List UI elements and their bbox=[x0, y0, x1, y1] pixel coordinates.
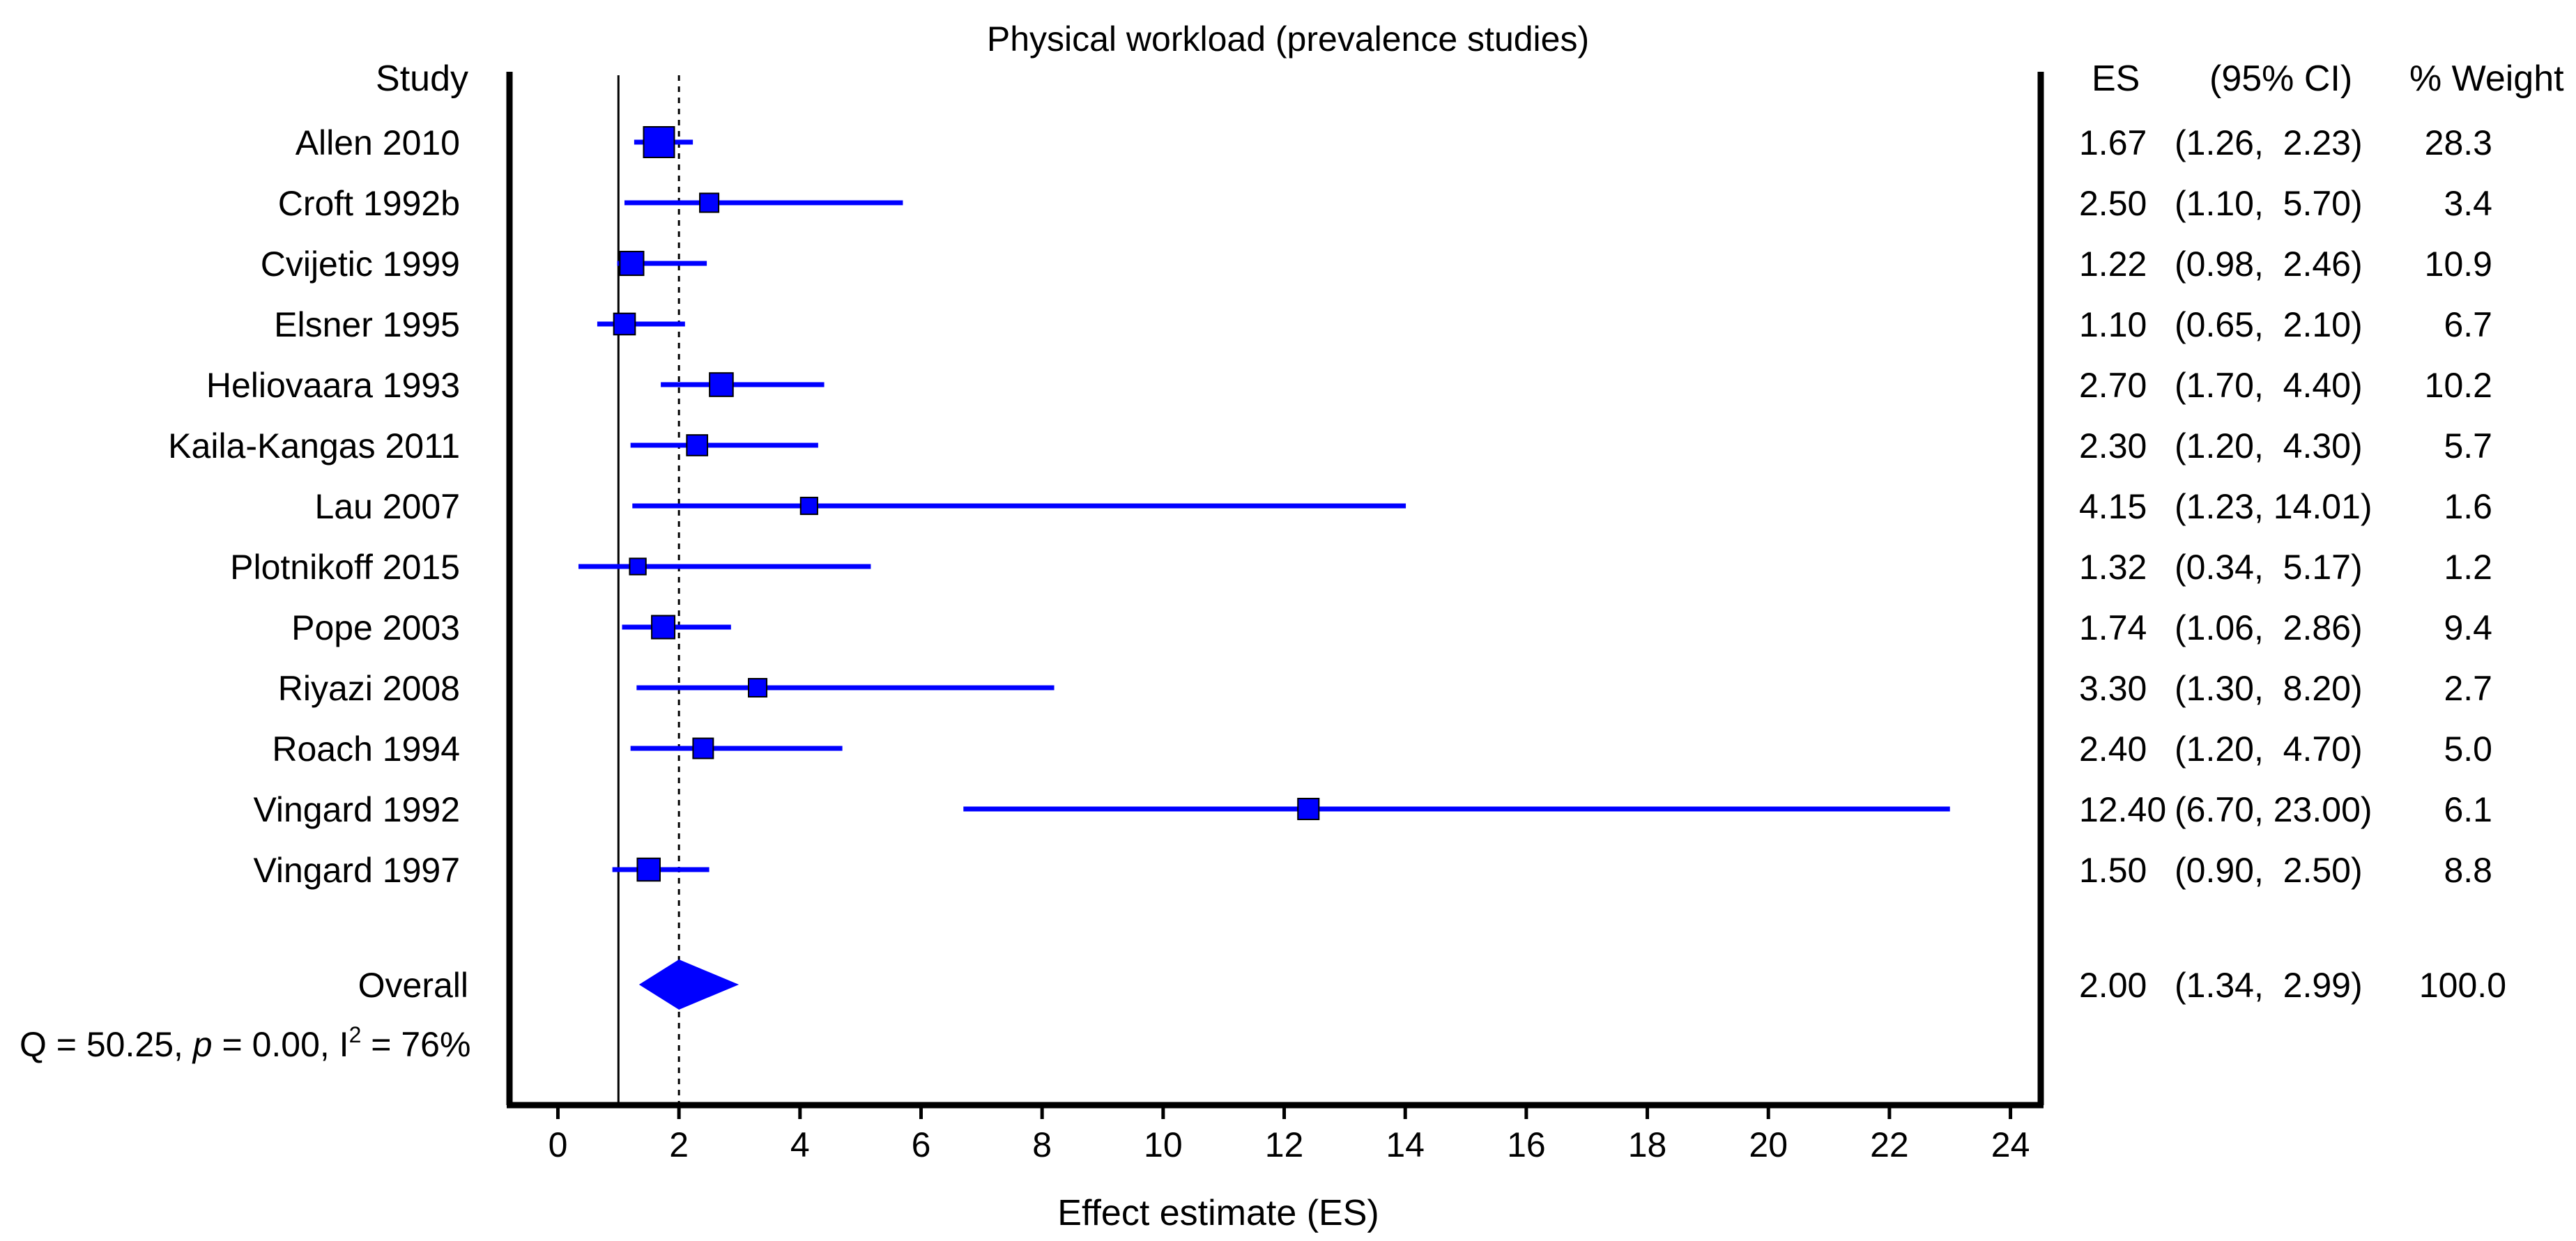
weight-value: 6.7 bbox=[2444, 305, 2492, 344]
ci-value: (1.20, 4.70) bbox=[2175, 730, 2363, 769]
x-tick-label: 14 bbox=[1386, 1125, 1425, 1164]
es-value: 4.15 bbox=[2079, 487, 2147, 526]
study-label: Croft 1992b bbox=[278, 184, 460, 223]
es-value: 1.22 bbox=[2079, 245, 2147, 284]
x-tick-label: 24 bbox=[1991, 1125, 2030, 1164]
study-column-header: Study bbox=[376, 59, 468, 99]
ci-value: (0.65, 2.10) bbox=[2175, 305, 2363, 344]
overall-row: Overall 2.00 (1.34, 2.99) 100.0 bbox=[358, 959, 2506, 1010]
x-tick-label: 8 bbox=[1032, 1125, 1052, 1164]
study-label: Allen 2010 bbox=[296, 123, 460, 162]
effect-marker bbox=[636, 857, 661, 882]
effect-marker bbox=[692, 737, 714, 760]
weight-value: 28.3 bbox=[2425, 123, 2492, 162]
x-tick-label: 0 bbox=[549, 1125, 568, 1164]
effect-marker bbox=[686, 434, 709, 456]
x-tick-label: 20 bbox=[1749, 1125, 1788, 1164]
x-tick-label: 12 bbox=[1265, 1125, 1304, 1164]
weight-value: 3.4 bbox=[2444, 184, 2492, 223]
x-axis-ticks: 0 2 4 6 8 10 12 14 16 18 20 22 24 bbox=[549, 1105, 2030, 1164]
es-value: 3.30 bbox=[2079, 669, 2147, 708]
p-symbol: p bbox=[192, 1025, 213, 1064]
ci-value: (1.23, 14.01) bbox=[2175, 487, 2372, 526]
x-axis-label: Effect estimate (ES) bbox=[1057, 1193, 1379, 1233]
weight-value: 5.0 bbox=[2444, 730, 2492, 769]
study-label: Kaila-Kangas 2011 bbox=[168, 426, 460, 465]
i2-value: = 76% bbox=[361, 1025, 470, 1064]
i2-superscript: 2 bbox=[349, 1022, 362, 1047]
study-label: Heliovaara 1993 bbox=[206, 366, 460, 405]
ci-value: (1.20, 4.30) bbox=[2175, 426, 2363, 465]
ci-value: (0.98, 2.46) bbox=[2175, 245, 2363, 284]
overall-diamond bbox=[638, 959, 739, 1010]
es-value: 1.74 bbox=[2079, 608, 2147, 647]
ci-value: (1.10, 5.70) bbox=[2175, 184, 2363, 223]
overall-weight-value: 100.0 bbox=[2419, 966, 2506, 1005]
effect-marker bbox=[619, 250, 645, 277]
ci-value: (0.34, 5.17) bbox=[2175, 548, 2363, 587]
es-value: 12.40 bbox=[2079, 790, 2166, 829]
heterogeneity-stats: Q = 50.25, p = 0.00, I2 = 76% bbox=[20, 1022, 470, 1064]
weight-value: 10.2 bbox=[2425, 366, 2492, 405]
effect-marker bbox=[1297, 797, 1320, 821]
ci-value: (0.90, 2.50) bbox=[2175, 851, 2363, 890]
weight-column-header: % Weight bbox=[2409, 59, 2564, 99]
ci-value: (6.70, 23.00) bbox=[2175, 790, 2372, 829]
study-label: Pope 2003 bbox=[291, 608, 460, 647]
x-tick-label: 10 bbox=[1144, 1125, 1183, 1164]
es-value: 2.70 bbox=[2079, 366, 2147, 405]
effect-marker bbox=[709, 372, 734, 397]
es-value: 1.10 bbox=[2079, 305, 2147, 344]
study-label: Riyazi 2008 bbox=[278, 669, 460, 708]
effect-marker bbox=[748, 677, 768, 698]
ci-value: (1.26, 2.23) bbox=[2175, 123, 2363, 162]
es-value: 1.50 bbox=[2079, 851, 2147, 890]
x-tick-label: 6 bbox=[912, 1125, 931, 1164]
x-tick-label: 16 bbox=[1507, 1125, 1546, 1164]
ci-value: (1.70, 4.40) bbox=[2175, 366, 2363, 405]
effect-marker bbox=[643, 126, 675, 158]
x-tick-label: 4 bbox=[790, 1125, 810, 1164]
weight-value: 9.4 bbox=[2444, 608, 2492, 647]
es-value: 2.50 bbox=[2079, 184, 2147, 223]
study-label: Lau 2007 bbox=[314, 487, 460, 526]
study-label: Plotnikoff 2015 bbox=[230, 548, 460, 587]
es-value: 1.32 bbox=[2079, 548, 2147, 587]
p-value: = 0.00, I bbox=[213, 1025, 349, 1064]
chart-title: Physical workload (prevalence studies) bbox=[987, 20, 1589, 59]
study-label: Vingard 1992 bbox=[253, 790, 460, 829]
study-rows: Allen 2010 1.67 (1.26, 2.23) 28.3 Croft 1992… bbox=[168, 123, 2492, 890]
x-tick-label: 2 bbox=[669, 1125, 689, 1164]
effect-marker bbox=[651, 615, 676, 640]
effect-marker bbox=[613, 312, 636, 336]
overall-es-value: 2.00 bbox=[2079, 966, 2147, 1005]
x-tick-label: 18 bbox=[1628, 1125, 1667, 1164]
x-tick-label: 22 bbox=[1870, 1125, 1909, 1164]
weight-value: 6.1 bbox=[2444, 790, 2492, 829]
overall-label: Overall bbox=[358, 966, 468, 1005]
study-label: Vingard 1997 bbox=[253, 851, 460, 890]
es-column-header: ES bbox=[2092, 59, 2140, 99]
effect-marker bbox=[629, 557, 647, 576]
es-value: 2.40 bbox=[2079, 730, 2147, 769]
ci-value: (1.30, 8.20) bbox=[2175, 669, 2363, 708]
es-value: 1.67 bbox=[2079, 123, 2147, 162]
study-label: Roach 1994 bbox=[272, 730, 460, 769]
study-label: Cvijetic 1999 bbox=[261, 245, 460, 284]
effect-marker bbox=[799, 496, 818, 516]
study-label: Elsner 1995 bbox=[274, 305, 460, 344]
weight-value: 5.7 bbox=[2444, 426, 2492, 465]
ci-column-header: (95% CI) bbox=[2209, 59, 2352, 99]
weight-value: 1.2 bbox=[2444, 548, 2492, 587]
q-statistic: Q = 50.25, bbox=[20, 1025, 193, 1064]
weight-value: 10.9 bbox=[2425, 245, 2492, 284]
es-value: 2.30 bbox=[2079, 426, 2147, 465]
effect-marker bbox=[699, 192, 720, 213]
ci-value: (1.06, 2.86) bbox=[2175, 608, 2363, 647]
weight-value: 1.6 bbox=[2444, 487, 2492, 526]
overall-ci-value: (1.34, 2.99) bbox=[2175, 966, 2363, 1005]
weight-value: 8.8 bbox=[2444, 851, 2492, 890]
weight-value: 2.7 bbox=[2444, 669, 2492, 708]
